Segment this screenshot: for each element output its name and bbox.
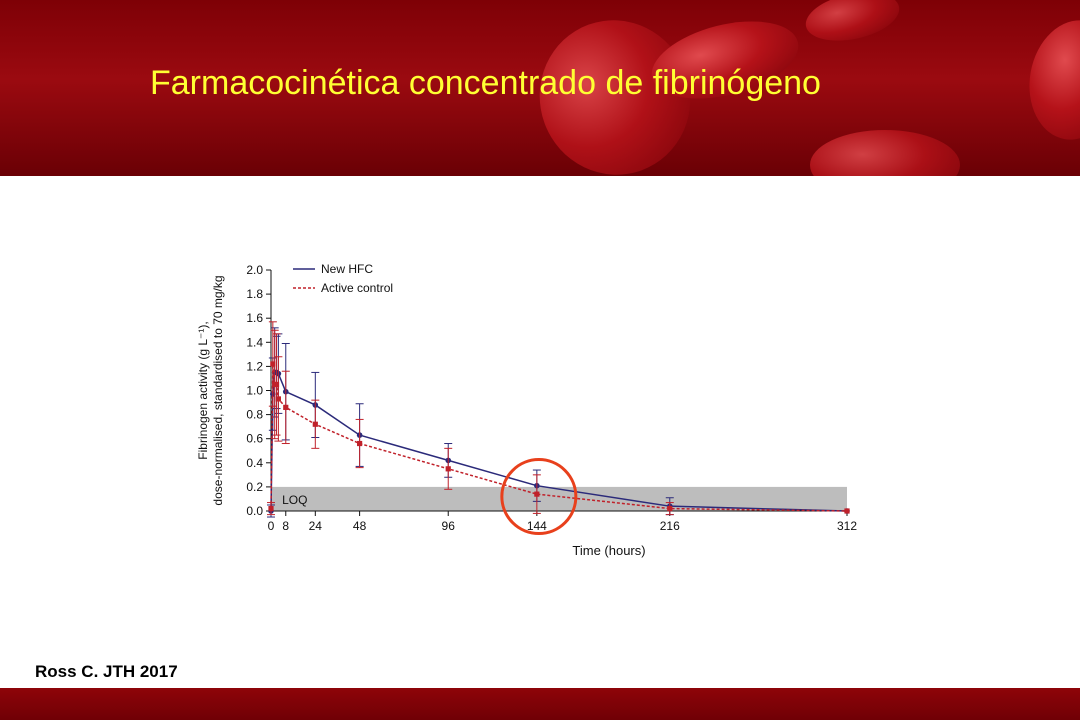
pk-chart: LOQ 0.0 0.2 0.4 0.6 0.8 1.0 1.2 1.4 1.6 1.8 2.0 0 8 2… xyxy=(196,262,857,558)
series-layer xyxy=(267,321,850,518)
y-axis-label: dose-normalised, standardised to 70 mg/k… xyxy=(211,275,225,505)
x-tick-label: 96 xyxy=(442,519,456,533)
data-point xyxy=(667,505,673,512)
highlight-circle xyxy=(500,458,578,536)
data-point xyxy=(445,466,451,472)
x-tick-label: 0 xyxy=(268,519,275,533)
data-point xyxy=(270,361,276,367)
legend: New HFC Active control xyxy=(293,262,393,295)
x-tick-label: 216 xyxy=(660,519,680,533)
y-tick-label: 2.0 xyxy=(246,263,263,277)
x-axis-label: Time (hours) xyxy=(572,543,645,558)
y-tick-label: 1.4 xyxy=(246,335,263,349)
y-tick-label: 1.0 xyxy=(246,384,263,398)
data-point xyxy=(844,508,850,514)
series-active-control xyxy=(267,321,850,516)
y-tick-label: 0.6 xyxy=(246,432,263,446)
data-point xyxy=(283,404,289,410)
blood-cell-image xyxy=(1020,13,1080,147)
loq-band xyxy=(271,486,847,511)
x-tick-label: 312 xyxy=(837,519,857,533)
y-tick-label: 1.2 xyxy=(246,359,263,373)
legend-label: New HFC xyxy=(321,262,373,276)
x-tick-label: 48 xyxy=(353,519,367,533)
x-tick-label: 8 xyxy=(282,519,289,533)
x-tick-label: 144 xyxy=(527,519,547,533)
data-point xyxy=(312,421,318,427)
axes: 0.0 0.2 0.4 0.6 0.8 1.0 1.2 1.4 1.6 1.8 2.0 0 8 24 48 9… xyxy=(246,263,857,533)
citation: Ross C. JTH 2017 xyxy=(35,662,178,681)
data-point xyxy=(268,505,274,512)
blood-cell-image xyxy=(801,0,904,49)
data-point xyxy=(273,381,280,388)
y-tick-label: 0.2 xyxy=(246,480,263,494)
y-tick-label: 1.6 xyxy=(246,311,263,325)
blood-cell-image xyxy=(810,130,960,176)
legend-label: Active control xyxy=(321,281,393,295)
y-axis-label: Fibrinogen activity (g L⁻¹), xyxy=(196,321,210,459)
footer-bar xyxy=(0,688,1080,720)
x-tick-label: 24 xyxy=(309,519,323,533)
y-tick-label: 0.4 xyxy=(246,456,263,470)
data-point xyxy=(534,491,540,497)
data-point xyxy=(275,396,281,402)
slide-title: Farmacocinética concentrado de fibrinóge… xyxy=(150,64,821,102)
loq-label: LOQ xyxy=(282,493,307,507)
title-banner: Farmacocinética concentrado de fibrinóge… xyxy=(0,0,1080,176)
y-tick-label: 0.0 xyxy=(246,504,263,518)
data-point xyxy=(357,440,363,447)
y-tick-label: 0.8 xyxy=(246,408,263,422)
y-tick-label: 1.8 xyxy=(246,287,263,301)
